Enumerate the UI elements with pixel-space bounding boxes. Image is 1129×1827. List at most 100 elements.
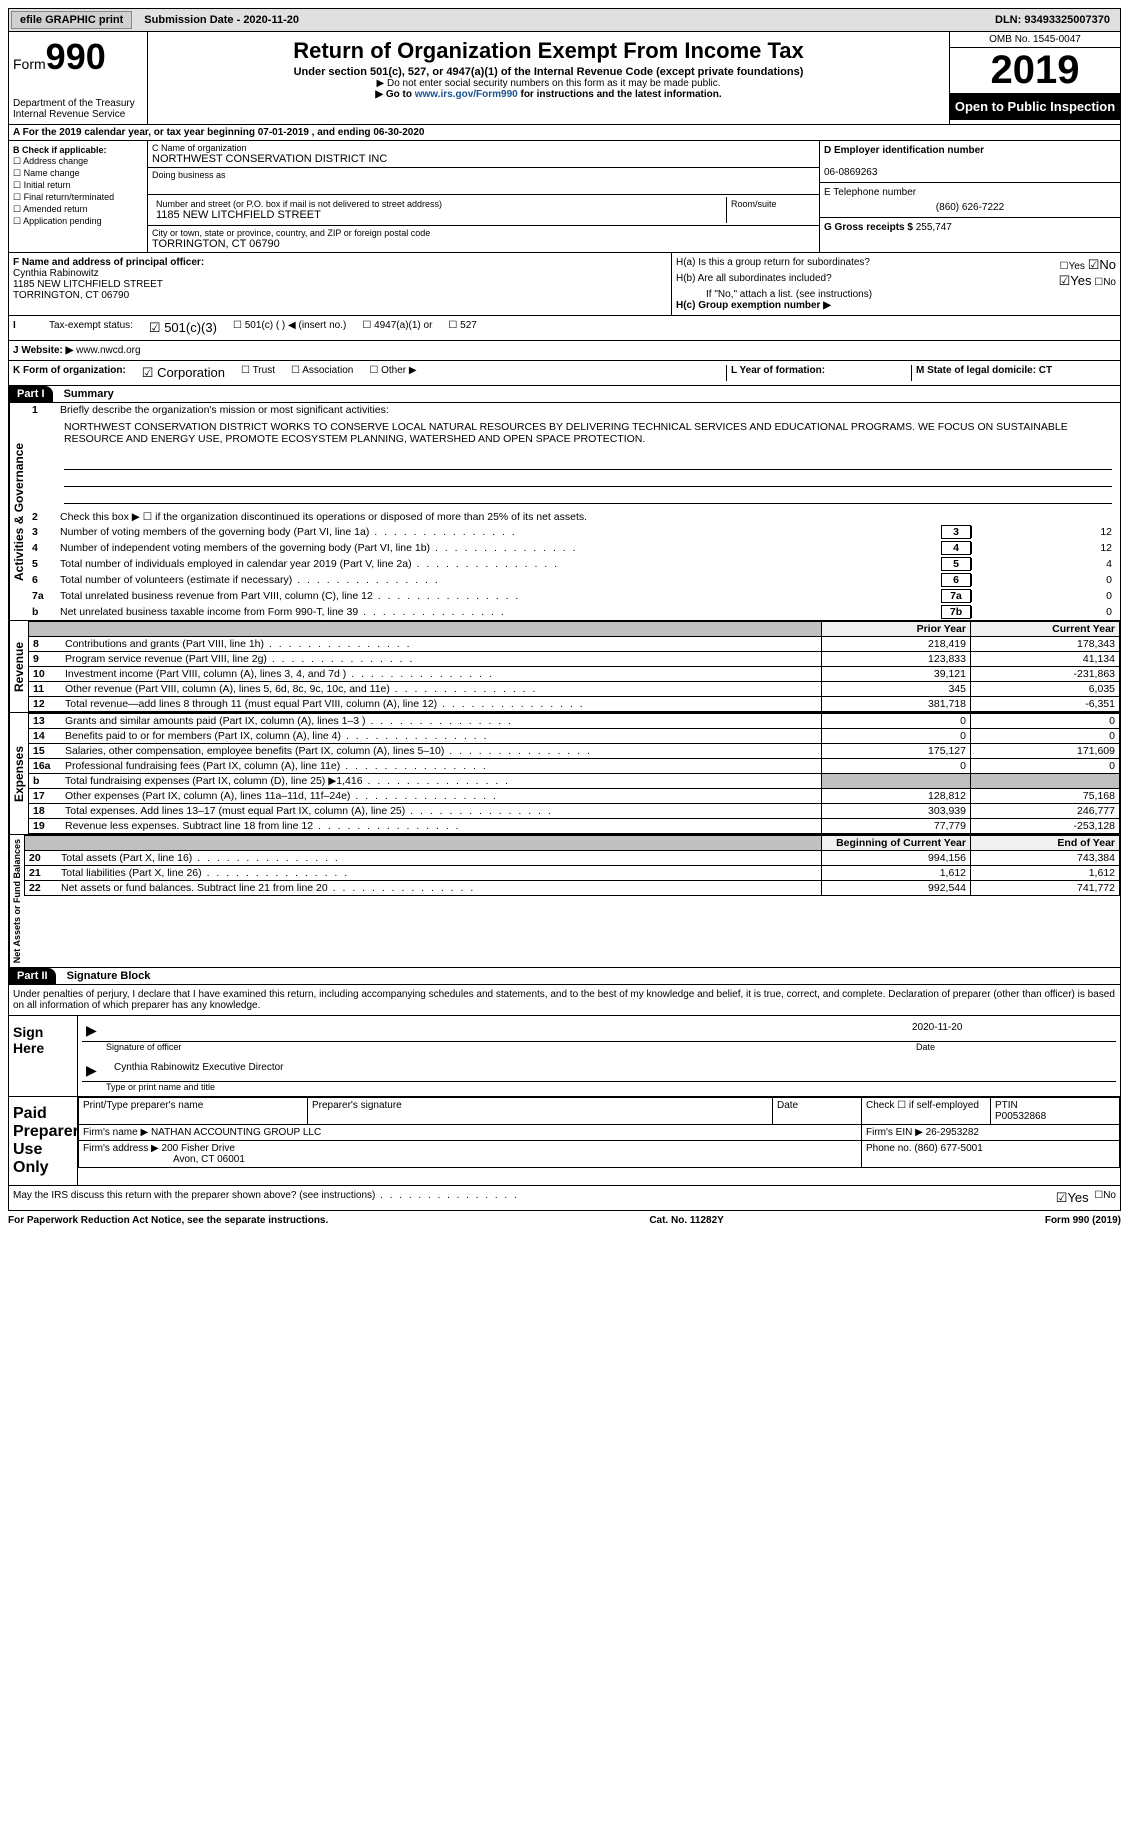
entity-info-grid: B Check if applicable: ☐ Address change … bbox=[8, 141, 1121, 253]
ptin-value: P00532868 bbox=[995, 1111, 1046, 1122]
fin-row: 12Total revenue—add lines 8 through 11 (… bbox=[29, 697, 1120, 712]
paid-preparer-label: Paid Preparer Use Only bbox=[9, 1097, 78, 1185]
row-k: K Form of organization: ☑ Corporation ☐ … bbox=[8, 361, 1121, 386]
open-to-public: Open to Public Inspection bbox=[950, 93, 1120, 120]
website-label: J Website: ▶ bbox=[13, 345, 73, 356]
part2-header: Part II bbox=[9, 968, 56, 984]
part-2: Part II Signature Block bbox=[8, 968, 1121, 985]
gov-line: 5Total number of individuals employed in… bbox=[28, 556, 1120, 572]
fin-row: 16aProfessional fundraising fees (Part I… bbox=[29, 759, 1120, 774]
fin-row: 21Total liabilities (Part X, line 26)1,6… bbox=[25, 866, 1120, 881]
chk-association[interactable]: ☐ Association bbox=[291, 365, 353, 381]
balances-table: Beginning of Current YearEnd of Year 20T… bbox=[24, 835, 1120, 896]
street-address: 1185 NEW LITCHFIELD STREET bbox=[156, 209, 722, 221]
hb-yes[interactable]: ☑Yes bbox=[1059, 273, 1092, 288]
chk-final-return[interactable]: ☐ Final return/terminated bbox=[13, 192, 143, 203]
officer-name-title: Cynthia Rabinowitz Executive Director bbox=[110, 1060, 1116, 1081]
line-a: A For the 2019 calendar year, or tax yea… bbox=[8, 125, 1121, 141]
form-org-label: K Form of organization: bbox=[13, 365, 126, 376]
mission-text: NORTHWEST CONSERVATION DISTRICT WORKS TO… bbox=[28, 417, 1120, 449]
chk-application-pending[interactable]: ☐ Application pending bbox=[13, 216, 143, 227]
fin-row: 15Salaries, other compensation, employee… bbox=[29, 744, 1120, 759]
ha-label: H(a) Is this a group return for subordin… bbox=[676, 257, 870, 273]
self-employed-check[interactable]: Check ☐ if self-employed bbox=[862, 1098, 991, 1125]
fin-row: 13Grants and similar amounts paid (Part … bbox=[29, 714, 1120, 729]
website-value: www.nwcd.org bbox=[76, 345, 140, 356]
fin-row: 10Investment income (Part VIII, column (… bbox=[29, 667, 1120, 682]
part1-title: Summary bbox=[56, 386, 122, 403]
fin-row: bTotal fundraising expenses (Part IX, co… bbox=[29, 774, 1120, 789]
fin-row: 20Total assets (Part X, line 16)994,1567… bbox=[25, 851, 1120, 866]
vlabel-balances: Net Assets or Fund Balances bbox=[9, 835, 24, 967]
city-label: City or town, state or province, country… bbox=[152, 228, 815, 238]
phone-value: (860) 626-7222 bbox=[824, 202, 1116, 213]
hb-label: H(b) Are all subordinates included? bbox=[676, 273, 832, 289]
expenses-table: 13Grants and similar amounts paid (Part … bbox=[28, 713, 1120, 834]
efile-button[interactable]: efile GRAPHIC print bbox=[11, 11, 132, 29]
chk-501c[interactable]: ☐ 501(c) ( ) ◀ (insert no.) bbox=[233, 320, 346, 336]
org-name: NORTHWEST CONSERVATION DISTRICT INC bbox=[152, 153, 815, 165]
gov-line: 7aTotal unrelated business revenue from … bbox=[28, 588, 1120, 604]
revenue-table: Prior YearCurrent Year 8Contributions an… bbox=[28, 621, 1120, 712]
gross-receipts-label: G Gross receipts $ bbox=[824, 222, 913, 233]
section-revenue: Revenue Prior YearCurrent Year 8Contribu… bbox=[8, 621, 1121, 713]
gross-receipts-value: 255,747 bbox=[916, 222, 952, 233]
tax-status-label: Tax-exempt status: bbox=[49, 320, 133, 336]
chk-corporation[interactable]: ☑ Corporation bbox=[142, 365, 225, 381]
ha-no[interactable]: ☑No bbox=[1088, 257, 1116, 272]
chk-other[interactable]: ☐ Other ▶ bbox=[369, 365, 416, 381]
footer-right: Form 990 (2019) bbox=[1045, 1215, 1121, 1226]
mission-label: Briefly describe the organization's miss… bbox=[60, 404, 1116, 416]
submission-date: Submission Date - 2020-11-20 bbox=[136, 12, 307, 28]
chk-4947[interactable]: ☐ 4947(a)(1) or bbox=[362, 320, 432, 336]
fin-row: 8Contributions and grants (Part VIII, li… bbox=[29, 637, 1120, 652]
discuss-yes[interactable]: ☑Yes bbox=[1056, 1190, 1089, 1206]
fin-row: 11Other revenue (Part VIII, column (A), … bbox=[29, 682, 1120, 697]
footer-mid: Cat. No. 11282Y bbox=[649, 1215, 723, 1226]
discuss-no[interactable]: ☐No bbox=[1094, 1190, 1116, 1206]
section-governance: Activities & Governance 1Briefly describ… bbox=[8, 403, 1121, 621]
chk-527[interactable]: ☐ 527 bbox=[448, 320, 476, 336]
firm-address: 200 Fisher Drive bbox=[162, 1143, 235, 1154]
signature-section: Under penalties of perjury, I declare th… bbox=[8, 985, 1121, 1211]
perjury-statement: Under penalties of perjury, I declare th… bbox=[9, 985, 1120, 1015]
footer-left: For Paperwork Reduction Act Notice, see … bbox=[8, 1215, 328, 1226]
part-1: Part I Summary bbox=[8, 386, 1121, 403]
fin-row: 19Revenue less expenses. Subtract line 1… bbox=[29, 819, 1120, 834]
firm-phone: (860) 677-5001 bbox=[914, 1143, 982, 1154]
officer-label: F Name and address of principal officer: bbox=[13, 257, 204, 268]
form-title: Return of Organization Exempt From Incom… bbox=[152, 38, 945, 64]
form-number: 990 bbox=[46, 36, 106, 77]
officer-addr2: TORRINGTON, CT 06790 bbox=[13, 290, 129, 301]
vlabel-expenses: Expenses bbox=[9, 713, 28, 834]
chk-name-change[interactable]: ☐ Name change bbox=[13, 168, 143, 179]
room-label: Room/suite bbox=[731, 199, 811, 209]
top-bar: efile GRAPHIC print Submission Date - 20… bbox=[8, 8, 1121, 32]
row-f-h: F Name and address of principal officer:… bbox=[8, 253, 1121, 316]
fin-row: 17Other expenses (Part IX, column (A), l… bbox=[29, 789, 1120, 804]
dln: DLN: 93493325007370 bbox=[987, 12, 1118, 28]
fin-row: 14Benefits paid to or for members (Part … bbox=[29, 729, 1120, 744]
section-balances: Net Assets or Fund Balances Beginning of… bbox=[8, 835, 1121, 968]
chk-amended-return[interactable]: ☐ Amended return bbox=[13, 204, 143, 215]
irs-link[interactable]: www.irs.gov/Form990 bbox=[415, 89, 518, 100]
box-b-header: B Check if applicable: bbox=[13, 145, 143, 155]
dept-treasury: Department of the Treasury Internal Reve… bbox=[13, 98, 143, 120]
tax-status-row: I Tax-exempt status: ☑ 501(c)(3) ☐ 501(c… bbox=[8, 316, 1121, 341]
gov-line: 4Number of independent voting members of… bbox=[28, 540, 1120, 556]
hb-no[interactable]: ☐No bbox=[1094, 277, 1116, 288]
fin-row: 22Net assets or fund balances. Subtract … bbox=[25, 881, 1120, 896]
omb-number: OMB No. 1545-0047 bbox=[950, 32, 1120, 48]
name-label: C Name of organization bbox=[152, 143, 815, 153]
line2-text: Check this box ▶ ☐ if the organization d… bbox=[60, 511, 1116, 523]
preparer-table: Print/Type preparer's name Preparer's si… bbox=[78, 1097, 1120, 1168]
chk-trust[interactable]: ☐ Trust bbox=[241, 365, 275, 381]
chk-initial-return[interactable]: ☐ Initial return bbox=[13, 180, 143, 191]
chk-501c3[interactable]: ☑ 501(c)(3) bbox=[149, 320, 217, 336]
ha-yes[interactable]: ☐Yes bbox=[1060, 261, 1085, 272]
chk-address-change[interactable]: ☐ Address change bbox=[13, 156, 143, 167]
phone-label: E Telephone number bbox=[824, 187, 916, 198]
form-prefix: Form bbox=[13, 56, 46, 72]
subtitle-3: ▶ Go to www.irs.gov/Form990 for instruct… bbox=[152, 89, 945, 100]
fin-row: 9Program service revenue (Part VIII, lin… bbox=[29, 652, 1120, 667]
